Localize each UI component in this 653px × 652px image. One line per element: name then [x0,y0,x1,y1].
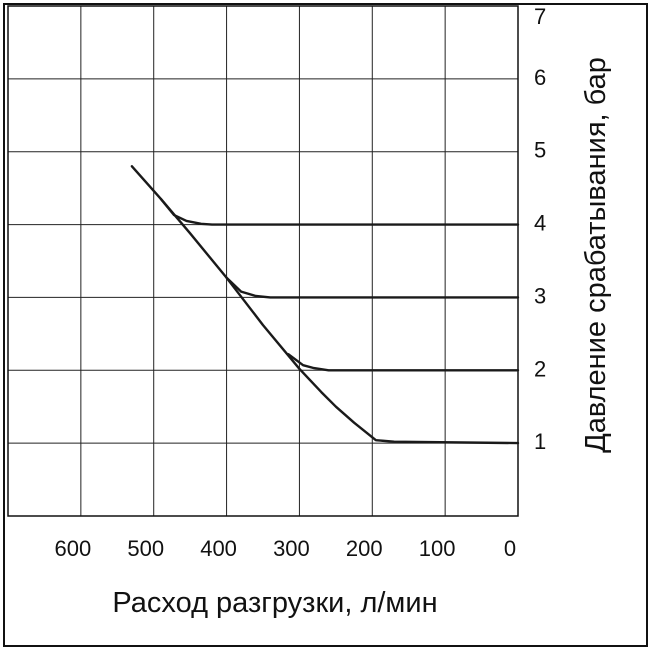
x-tick-labels: 600 500 400 300 200 100 0 [54,536,516,561]
y-tick-labels: 1 2 3 4 5 6 7 [534,4,546,454]
x-tick-label-600: 600 [54,536,91,561]
x-tick-label-200: 200 [346,536,383,561]
series-line-3 [225,276,520,299]
y-tick-label-4: 4 [534,211,546,236]
y-tick-label-6: 6 [534,65,546,90]
series-lines [130,165,520,445]
x-tick-label-100: 100 [419,536,456,561]
y-tick-label-2: 2 [534,356,546,381]
y-tick-label-7: 7 [534,4,546,29]
series-line-2 [159,197,520,226]
x-tick-label-0: 0 [504,536,516,561]
series-line-4 [287,353,520,372]
outer-frame [3,3,648,647]
x-axis-title: Расход разгрузки, л/мин [112,587,437,619]
x-tick-label-300: 300 [273,536,310,561]
series-line-1 [130,165,520,445]
plot-frame [7,5,519,517]
y-tick-label-1: 1 [534,429,546,454]
y-tick-label-3: 3 [534,283,546,308]
x-tick-label-400: 400 [200,536,237,561]
y-tick-label-5: 5 [534,138,546,163]
x-tick-label-500: 500 [127,536,164,561]
y-axis-title: Давление срабатывания, бар [580,57,612,453]
